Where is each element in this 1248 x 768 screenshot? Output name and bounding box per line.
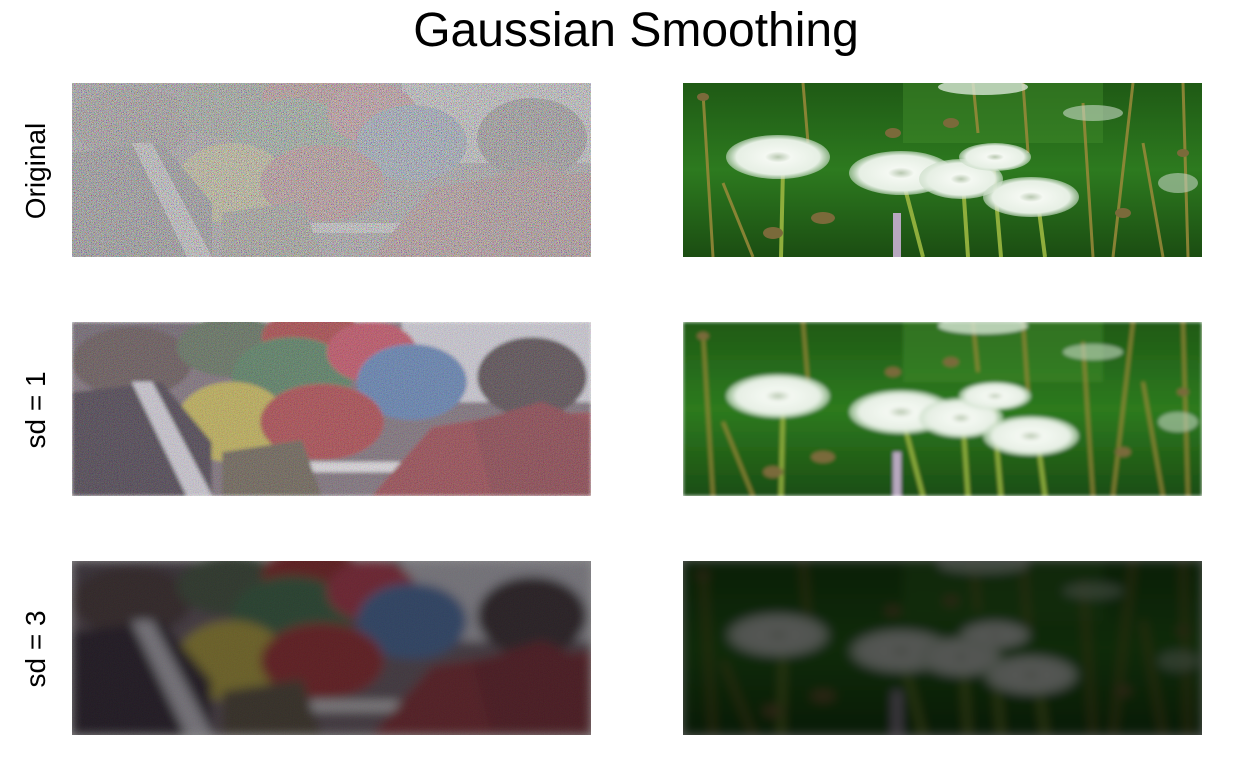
row-label-sd-3: sd = 3 [20, 610, 51, 688]
balloons-image [72, 322, 591, 496]
dandelions-image [683, 322, 1202, 496]
panel-balloons-sd-3 [72, 561, 591, 735]
dandelions-image [683, 83, 1202, 257]
panel-balloons-original [72, 83, 591, 257]
balloons-image [72, 83, 591, 257]
figure-title: Gaussian Smoothing [413, 4, 859, 57]
panel-dandelions-sd-3 [683, 561, 1202, 735]
row-label-sd-1: sd = 1 [20, 371, 51, 449]
dandelions-image [683, 561, 1202, 735]
balloons-image [72, 561, 591, 735]
row-label-original: Original [20, 122, 51, 220]
panel-dandelions-sd-1 [683, 322, 1202, 496]
panel-dandelions-original [683, 83, 1202, 257]
panel-balloons-sd-1 [72, 322, 591, 496]
